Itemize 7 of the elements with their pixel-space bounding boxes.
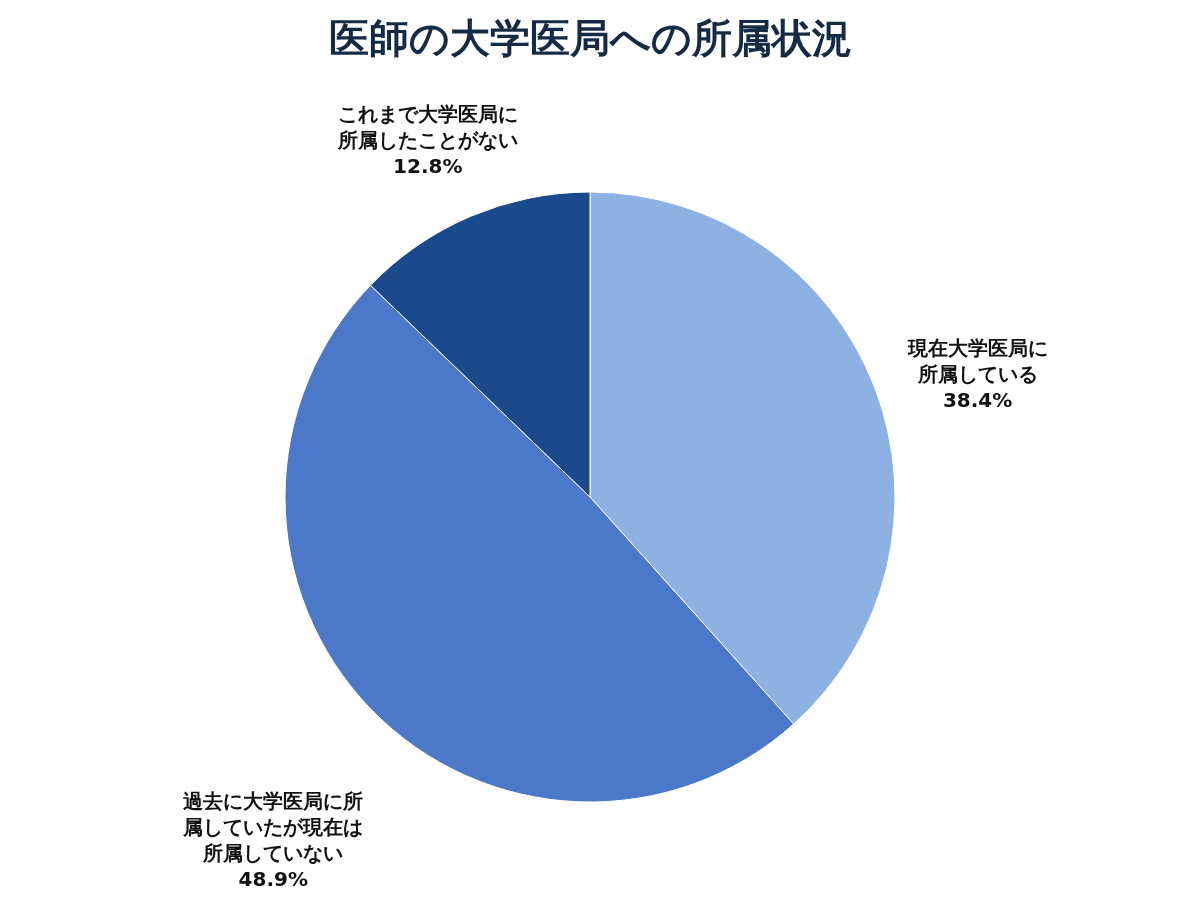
slice-label: 現在大学医局に所属している: [906, 335, 1048, 386]
chart-title: 医師の大学医局への所属状況: [328, 15, 852, 61]
data-label: 12.8%: [393, 154, 463, 179]
data-label: 48.9%: [238, 867, 308, 892]
data-label: 38.4%: [942, 387, 1013, 412]
slice-label: これまで大学医局に所属したことがない: [336, 102, 518, 153]
slice-label: 過去に大学医局に所属していたが現在は所属していない: [182, 789, 364, 866]
